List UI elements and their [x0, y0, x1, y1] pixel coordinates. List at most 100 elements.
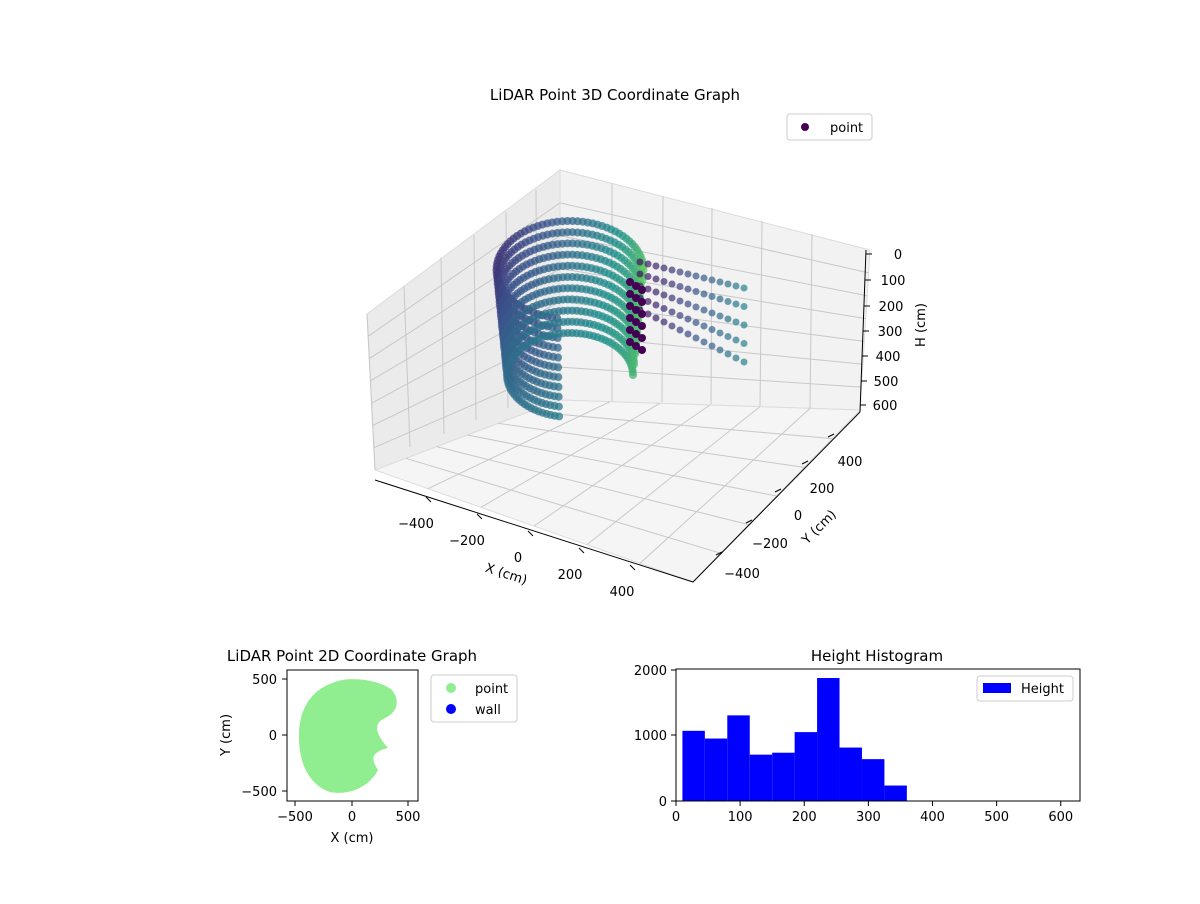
legend-2d-marker-point [446, 683, 456, 693]
point-cloud-3d [492, 217, 748, 421]
data-point [692, 334, 700, 342]
data-point [700, 290, 708, 298]
data-point [684, 315, 692, 323]
point-cloud-2d [298, 679, 397, 793]
data-point [692, 288, 700, 295]
y-tick-label: −400 [724, 567, 760, 582]
data-point [629, 371, 637, 379]
x-tick-mark [425, 496, 432, 503]
x-tick-label: 400 [920, 810, 945, 825]
y-tick-mark [774, 488, 782, 493]
data-point [652, 301, 660, 309]
legend-3d-marker [801, 123, 809, 131]
data-point [660, 278, 668, 285]
data-point [676, 326, 684, 334]
data-point [692, 272, 700, 280]
histogram-y-axis: 0 1000 2000 [634, 664, 676, 810]
histogram-bar [817, 678, 840, 801]
data-point [740, 358, 748, 366]
legend-2d-label-point: point [475, 682, 508, 697]
data-point [638, 310, 646, 318]
data-point [638, 286, 646, 294]
x-tick-label: 0 [348, 810, 356, 825]
x-tick-label: −200 [449, 534, 485, 549]
x-tick-label: 400 [610, 585, 635, 600]
chart-2d: LiDAR Point 2D Coordinate Graph −500 0 5… [219, 647, 518, 846]
y-tick-label: −200 [752, 537, 788, 552]
z-tick-label: 100 [881, 274, 906, 289]
histogram-legend: Height [976, 675, 1074, 702]
y-tick-mark [745, 519, 753, 524]
x-tick-label: 0 [672, 810, 680, 825]
data-point [626, 326, 634, 334]
point-cloud-2d-region [298, 679, 397, 793]
data-point [708, 326, 716, 333]
back-pane-right [559, 169, 871, 411]
chart-2d-title: LiDAR Point 2D Coordinate Graph [227, 647, 477, 665]
height-histogram: Height Histogram 0 100 200 300 400 500 600 0 1… [634, 647, 1081, 825]
y-tick-label: 500 [252, 673, 277, 688]
grid-line [759, 220, 763, 407]
x-tick-label: 500 [396, 810, 421, 825]
data-point [708, 309, 716, 317]
data-point [724, 298, 732, 305]
data-point [626, 278, 634, 286]
data-point [740, 284, 748, 292]
data-point [716, 346, 724, 354]
data-point [732, 300, 740, 308]
data-point [676, 283, 684, 290]
histogram-bar [704, 738, 728, 801]
grid-line [473, 234, 477, 421]
data-point [700, 338, 708, 346]
x-axis-ticks-3d: −400 −200 0 200 400 [398, 496, 636, 600]
data-point [660, 305, 668, 312]
data-point [700, 322, 708, 330]
histogram-bar [749, 754, 773, 801]
y-tick-label: 1000 [634, 729, 667, 744]
data-point [632, 306, 640, 314]
z-tick-label: 600 [873, 399, 898, 414]
legend-3d-label: point [830, 121, 863, 136]
y-tick-label: −500 [241, 785, 277, 800]
data-point [644, 310, 652, 318]
z-axis-ticks-3d: 0 100 200 300 400 500 600 [860, 248, 905, 414]
data-point [740, 303, 748, 310]
histogram-legend-swatch [983, 683, 1011, 693]
data-point [684, 270, 692, 278]
data-point [724, 350, 732, 358]
data-point [632, 318, 640, 326]
data-point [732, 282, 740, 290]
legend-3d: point [786, 113, 873, 141]
histogram-bar [884, 785, 907, 801]
histogram-x-axis: 0 100 200 300 400 500 600 [672, 801, 1073, 825]
data-point [652, 314, 660, 322]
data-point [626, 338, 634, 346]
data-point [632, 294, 640, 302]
grid-line [809, 233, 813, 409]
data-point [668, 294, 676, 302]
y-axis-ticks-3d: −400 −200 0 200 400 [715, 433, 862, 582]
grid-line [403, 285, 411, 448]
y-axis-label-3d: Y (cm) [799, 507, 840, 548]
z-tick-label: 300 [878, 325, 903, 340]
x-tick-mark [629, 564, 636, 571]
grid-line [661, 195, 664, 403]
data-point [716, 295, 724, 303]
histogram-bar [861, 759, 885, 801]
data-point [700, 306, 708, 314]
y-axis-2d: 500 0 −500 Y (cm) [219, 673, 287, 800]
data-point [724, 315, 732, 323]
data-point [740, 340, 748, 347]
histogram-bar [682, 730, 705, 801]
y-tick-mark [715, 551, 723, 556]
data-point [692, 319, 700, 326]
y-tick-label: 200 [810, 482, 835, 497]
data-point [740, 321, 748, 329]
y-tick-mark [827, 433, 835, 438]
data-point [644, 273, 652, 280]
data-point [708, 293, 716, 300]
y-tick-mark [801, 460, 809, 465]
histogram-legend-box [976, 675, 1074, 702]
y-tick-label: 2000 [634, 664, 667, 679]
data-point [644, 285, 652, 293]
